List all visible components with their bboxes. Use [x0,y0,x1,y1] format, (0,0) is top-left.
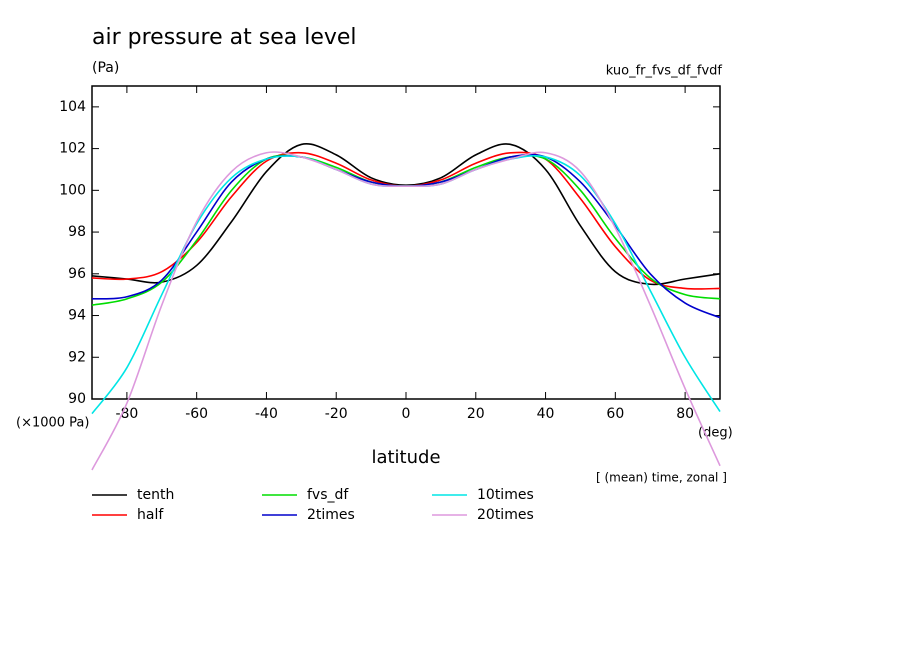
chart-title: air pressure at sea level [92,25,357,50]
legend-label: 20times [477,507,534,523]
y-tick-label: 96 [68,266,86,282]
x-tick-label: -40 [255,406,278,422]
series-line [91,153,721,319]
series-line [91,143,721,286]
x-tick-label: -80 [115,406,138,422]
legend-label: half [137,507,164,523]
legend-label: 2times [307,507,355,523]
x-tick-label: 20 [467,406,485,422]
x-tick-label: -20 [325,406,348,422]
x-tick-label: 0 [402,406,411,422]
legend-label: fvs_df [307,487,349,503]
y-tick-label: 98 [68,224,86,240]
x-tick-label: 60 [606,406,624,422]
y-tick-label: 92 [68,349,86,365]
series-line [91,151,721,290]
series-line [91,154,721,306]
y-tick-label: 104 [59,99,86,115]
note: [ (mean) time, zonal ] [596,471,727,485]
y-unit: (Pa) [92,60,119,76]
x-tick-label: 40 [537,406,555,422]
series-line [91,151,721,471]
x-axis-label: latitude [371,447,440,468]
legend-label: tenth [137,487,174,503]
x-tick-label: -60 [185,406,208,422]
y-tick-label: 102 [59,141,86,157]
series-line [91,155,721,415]
y-tick-label: 100 [59,182,86,198]
legend-label: 10times [477,487,534,503]
x-tick-label: 80 [676,406,694,422]
subtitle: kuo_fr_fvs_df_fvdf [606,64,723,79]
y-scale-label: (×1000 Pa) [16,416,89,431]
y-tick-label: 94 [68,308,86,324]
y-tick-label: 90 [68,391,86,407]
